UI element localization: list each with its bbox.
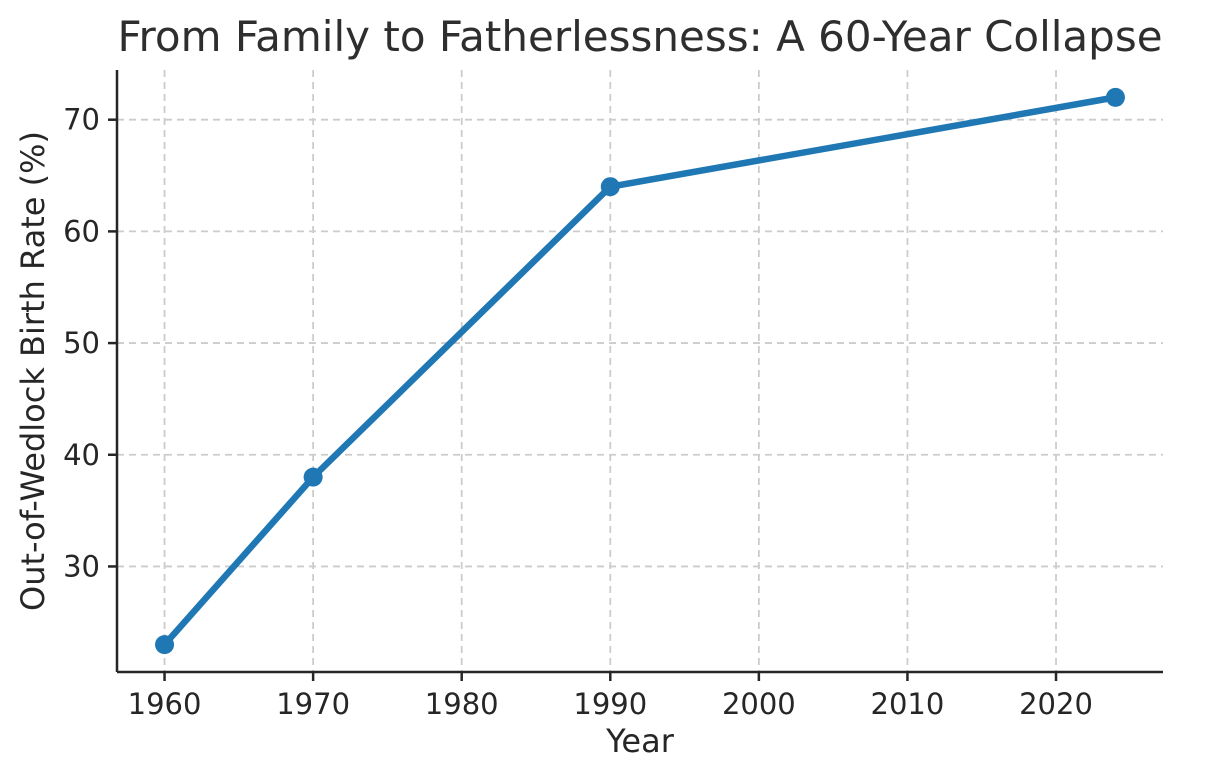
x-tick-label: 1960 [128, 687, 202, 721]
x-tick-label: 2020 [1019, 687, 1093, 721]
data-point [155, 635, 175, 655]
y-tick-label: 40 [63, 438, 100, 472]
x-tick-label: 2000 [722, 687, 796, 721]
x-tick-label: 1970 [276, 687, 350, 721]
x-axis-label: Year [606, 722, 674, 760]
chart-title: From Family to Fatherlessness: A 60-Year… [117, 12, 1163, 61]
data-point [303, 467, 323, 487]
x-tick-label: 1980 [425, 687, 499, 721]
y-tick-label: 50 [63, 326, 100, 360]
y-tick-label: 60 [63, 214, 100, 248]
y-tick-label: 30 [63, 549, 100, 583]
x-tick-label: 1990 [573, 687, 647, 721]
data-line [161, 94, 1119, 648]
data-point [1105, 87, 1125, 107]
x-tick-label: 2010 [871, 687, 945, 721]
y-tick-label: 70 [63, 103, 100, 137]
data-point [600, 177, 620, 197]
